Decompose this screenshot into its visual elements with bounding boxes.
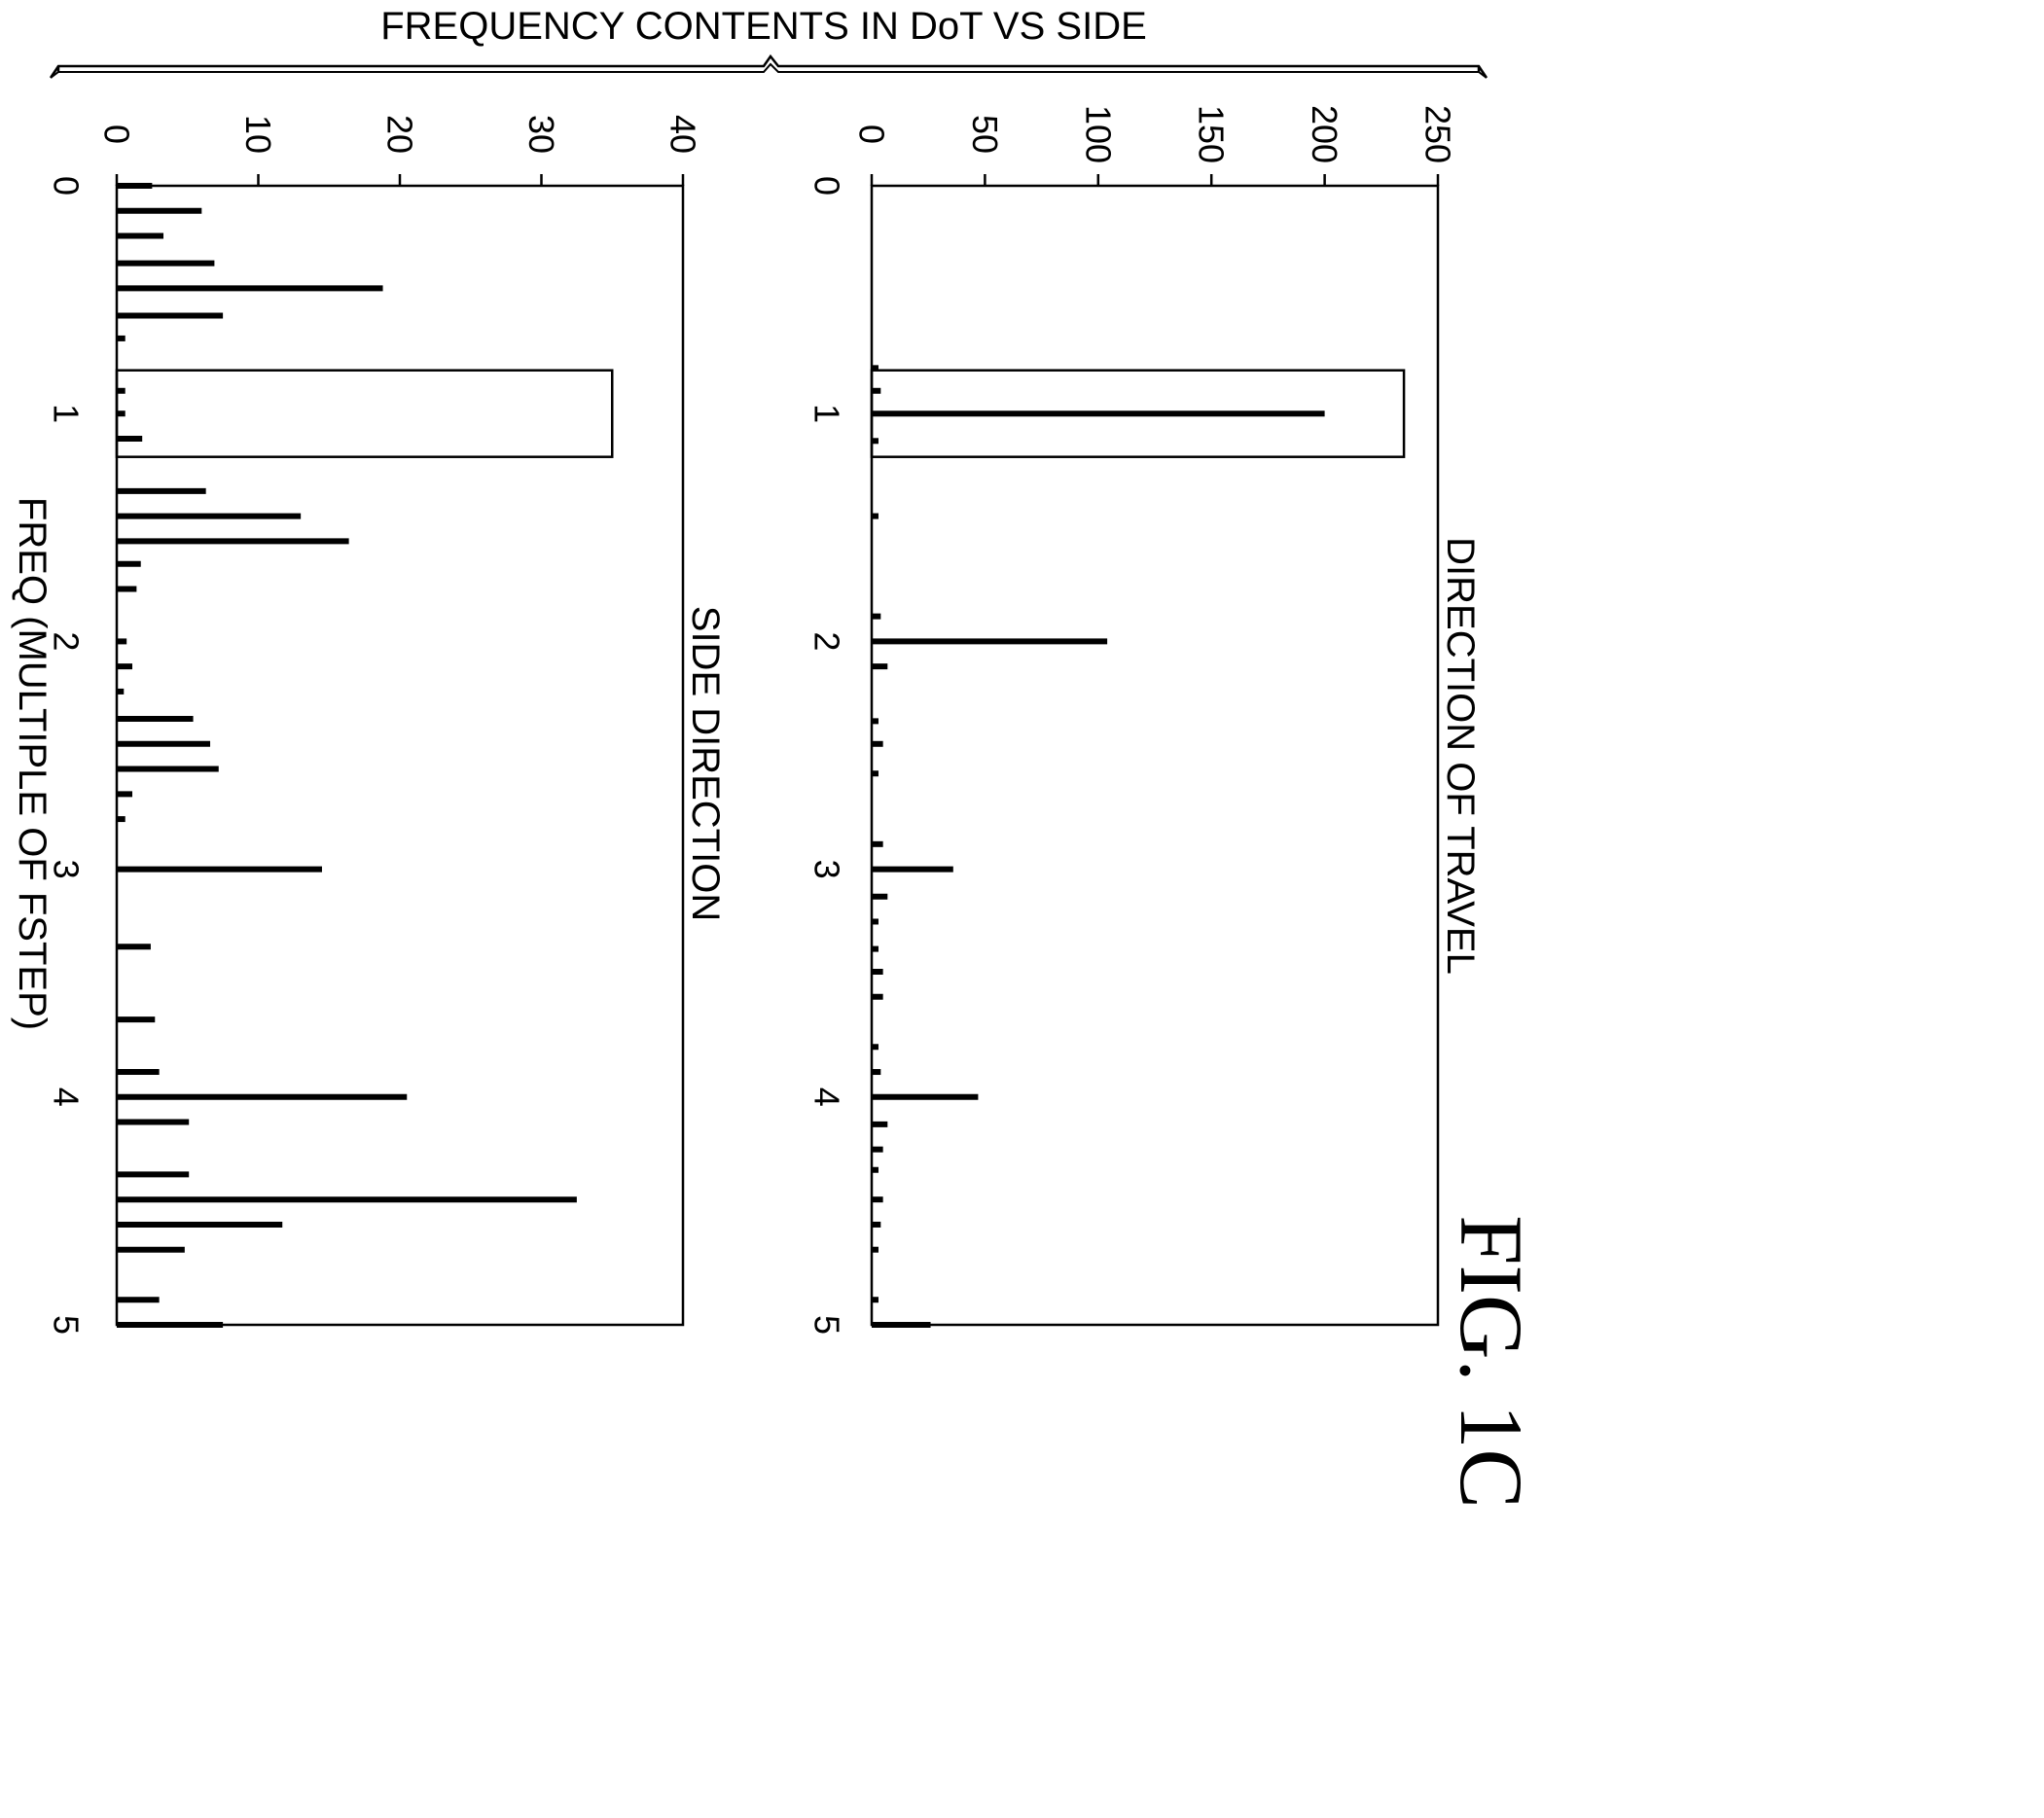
highlight-box xyxy=(115,369,614,458)
value-tick-label: 100 xyxy=(1078,105,1118,163)
highlight-box-group xyxy=(115,369,614,458)
value-tick-label: 30 xyxy=(521,115,561,154)
bars xyxy=(117,183,577,1328)
frequency-tick-label: 1 xyxy=(807,404,847,423)
value-tick-label: 50 xyxy=(965,115,1005,154)
frequency-tick-label: 2 xyxy=(47,631,87,651)
value-tick-label: 20 xyxy=(380,115,420,154)
frequency-tick-label: 0 xyxy=(807,176,847,196)
value-tick-label: 40 xyxy=(663,115,703,154)
frequency-tick-label: 5 xyxy=(47,1315,87,1335)
plot-frame xyxy=(115,184,685,1327)
frequency-tick-label: 3 xyxy=(807,860,847,879)
value-tick-label: 150 xyxy=(1192,105,1232,163)
frequency-tick-label: 5 xyxy=(807,1315,847,1335)
frequency-axis: 0 1 2 3 4 5 xyxy=(807,176,847,1335)
value-tick-label: 10 xyxy=(238,115,278,154)
chart-title: DIRECTION OF TRAVEL xyxy=(1439,537,1482,975)
value-tick-label: 200 xyxy=(1305,105,1345,163)
frequency-axis: 0 1 2 3 4 5 xyxy=(47,176,87,1335)
chart-title: SIDE DIRECTION xyxy=(684,606,727,921)
plot-frame xyxy=(870,184,1440,1327)
value-axis: 0 50 100 150 200 250 xyxy=(852,105,1458,186)
value-tick-label: 0 xyxy=(852,125,892,144)
chart-side-direction: 0 10 20 30 40 0 1 2 3 4 5 SIDE DIRECTION FREQ (MU… xyxy=(11,115,727,1335)
value-axis: 0 10 20 30 40 xyxy=(97,115,703,186)
frequency-tick-label: 1 xyxy=(47,404,87,423)
frequency-tick-label: 4 xyxy=(47,1087,87,1107)
frequency-tick-label: 0 xyxy=(47,176,87,196)
x-axis-label: FREQ (MULTIPLE OF FSTEP) xyxy=(11,497,54,1030)
value-tick-label: 250 xyxy=(1418,105,1458,163)
title-brace-inner xyxy=(50,62,1488,79)
frequency-tick-label: 3 xyxy=(47,860,87,879)
chart-direction-of-travel: 0 50 100 150 200 250 0 1 2 3 4 5 DIRECTION OF TRAV… xyxy=(807,105,1483,1335)
figure-label: FIG. 1C xyxy=(1442,1215,1541,1509)
bars xyxy=(872,365,1325,1328)
frequency-tick-label: 4 xyxy=(807,1087,847,1107)
value-tick-label: 0 xyxy=(97,125,137,144)
figure-title: FREQUENCY CONTENTS IN DoT VS SIDE xyxy=(380,5,1147,48)
frequency-tick-label: 2 xyxy=(807,631,847,651)
